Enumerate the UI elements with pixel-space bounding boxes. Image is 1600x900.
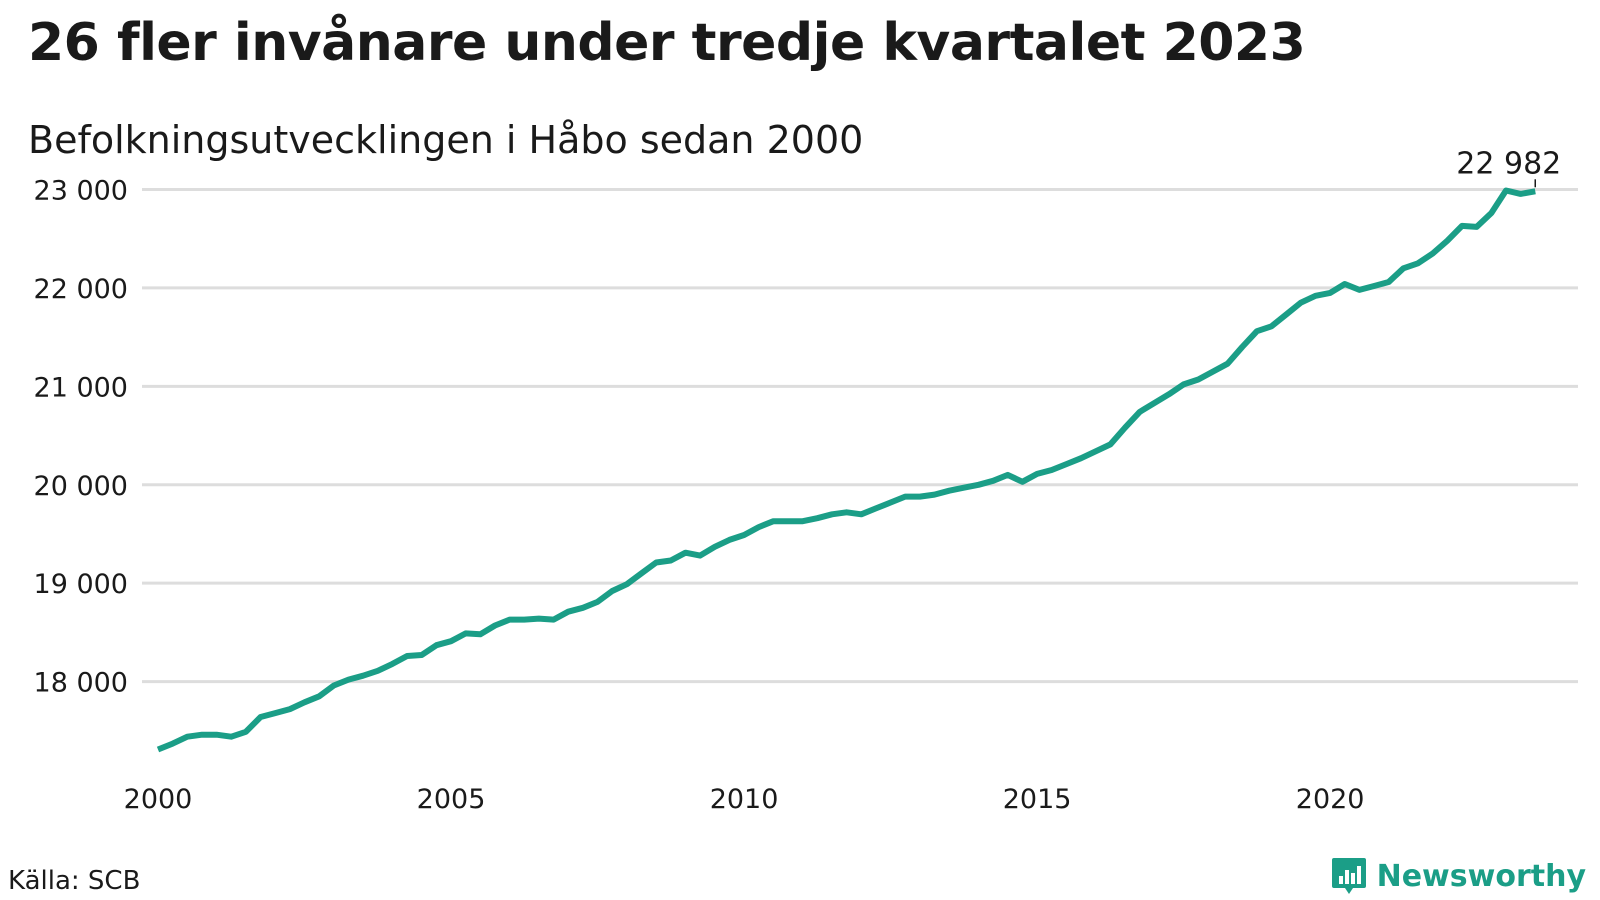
series-layer <box>156 187 1536 753</box>
y-tick-label: 19 000 <box>34 569 128 600</box>
newsworthy-logo-icon <box>1331 858 1366 894</box>
y-tick-label: 20 000 <box>34 471 128 502</box>
y-axis-ticks: 18 000 19 000 20 000 21 000 22 000 23 000 <box>34 176 128 699</box>
x-tick-label: 2010 <box>710 784 779 815</box>
brand-logo: Newsworthy <box>1331 856 1586 896</box>
y-tick-label: 18 000 <box>34 668 128 699</box>
source-note: Källa: SCB <box>8 866 141 896</box>
x-axis-ticks: 2000 2005 2010 2015 2020 <box>124 784 1365 815</box>
y-tick-label: 23 000 <box>34 176 128 207</box>
series-line <box>156 187 1536 753</box>
y-tick-label: 21 000 <box>34 372 128 403</box>
y-tick-label: 22 000 <box>34 274 128 305</box>
x-tick-label: 2005 <box>417 784 486 815</box>
x-tick-label: 2020 <box>1296 784 1365 815</box>
last-value-annotation: 22 982 <box>1456 146 1561 188</box>
brand-name: Newsworthy <box>1376 858 1586 894</box>
last-value-label: 22 982 <box>1456 146 1561 181</box>
x-tick-label: 2000 <box>124 784 193 815</box>
chart-subtitle: Befolkningsutvecklingen i Håbo sedan 200… <box>28 118 864 162</box>
grid-lines <box>142 188 1578 684</box>
x-tick-label: 2015 <box>1003 784 1072 815</box>
chart-title: 26 fler invånare under tredje kvartalet … <box>28 13 1306 73</box>
